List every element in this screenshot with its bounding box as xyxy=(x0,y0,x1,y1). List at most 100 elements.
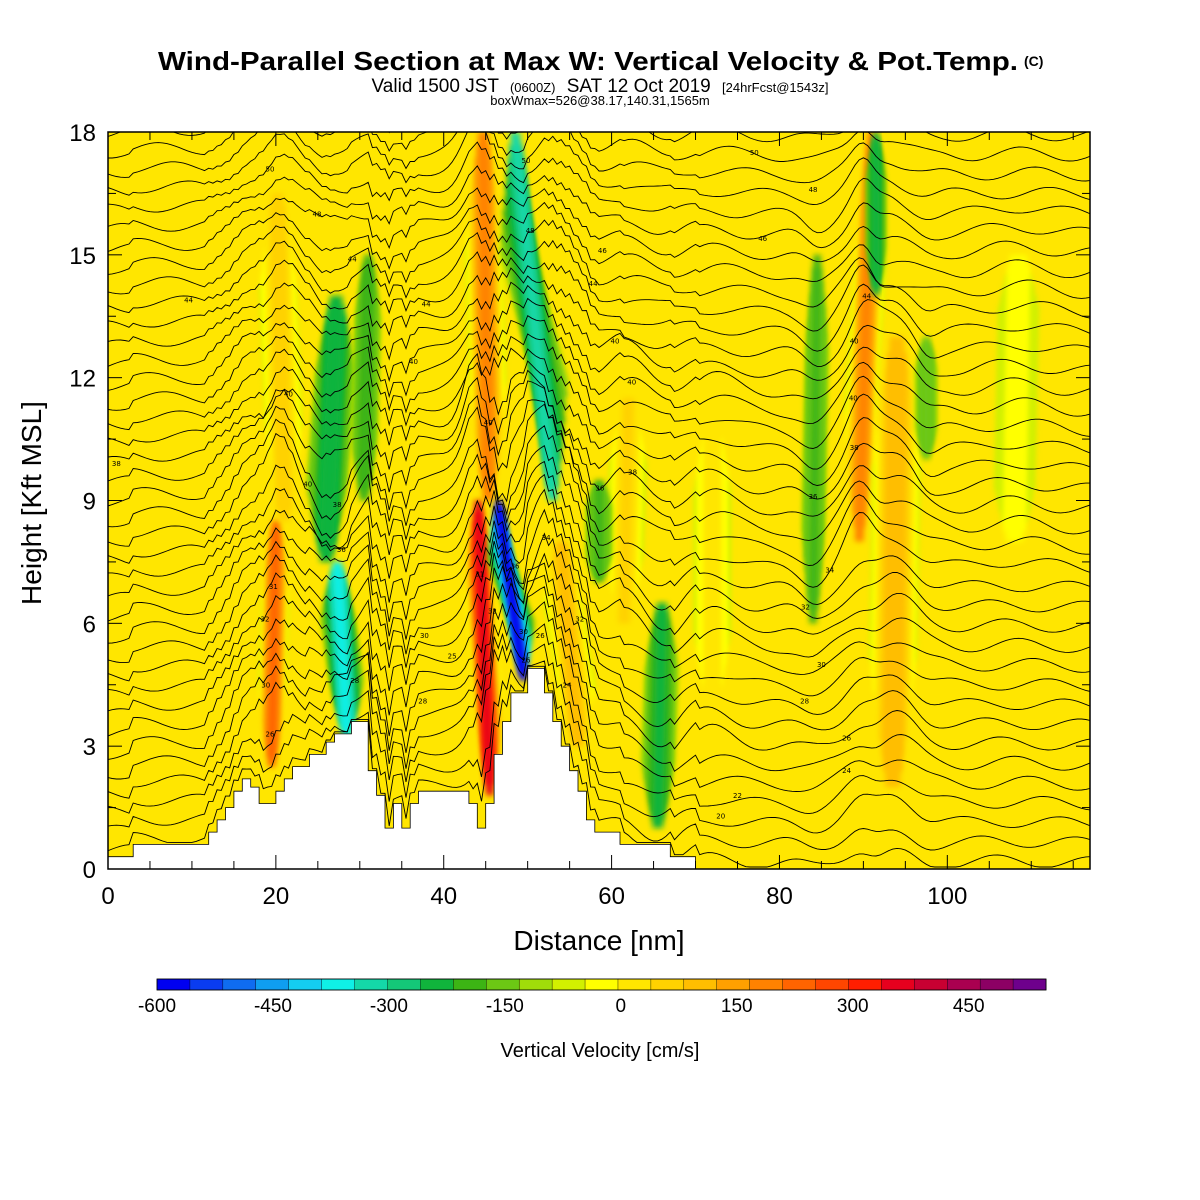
svg-text:48: 48 xyxy=(313,210,322,218)
svg-text:36: 36 xyxy=(511,563,520,571)
isentrope-line xyxy=(108,460,1090,619)
isentrope-line xyxy=(108,562,1090,731)
chart-subtitle: Valid 1500 JST (0600Z) SAT 12 Oct 2019 [… xyxy=(372,76,829,97)
svg-text:50: 50 xyxy=(750,149,759,157)
svg-text:38: 38 xyxy=(333,501,342,509)
downdraft-band xyxy=(873,132,879,296)
contour-label: 38 xyxy=(112,460,121,468)
colorbar-swatch xyxy=(683,978,718,991)
colorbar-swatch xyxy=(518,978,553,991)
contour-label: 30 xyxy=(519,628,528,636)
svg-text:36: 36 xyxy=(337,546,346,554)
contour-label: 32 xyxy=(260,616,269,624)
svg-text:26: 26 xyxy=(266,730,275,738)
valid-date: SAT 12 Oct 2019 xyxy=(567,76,711,97)
contour-label: 34 xyxy=(542,534,551,542)
svg-text:44: 44 xyxy=(348,255,357,263)
isentrope-line xyxy=(108,281,1090,381)
x-tick-label: 0 xyxy=(101,883,114,910)
isentrope-line xyxy=(108,473,1090,636)
valid-time: Valid 1500 JST xyxy=(372,76,500,97)
svg-text:40: 40 xyxy=(849,395,858,403)
contour-label: 26 xyxy=(536,632,545,640)
contour-label: 36 xyxy=(809,493,818,501)
svg-text:40: 40 xyxy=(409,358,418,366)
colorbar-swatch xyxy=(716,978,751,991)
downdraft-band xyxy=(359,254,373,501)
x-axis-tick-labels: 0 20 40 60 80 100 xyxy=(101,883,967,910)
svg-text:44: 44 xyxy=(862,292,871,300)
contour-label: 40 xyxy=(284,391,293,399)
svg-text:26: 26 xyxy=(522,657,531,665)
isentrope-line xyxy=(108,333,1090,449)
isentrope-line xyxy=(108,532,1090,697)
isentrope-line xyxy=(108,403,1090,566)
colorbar-swatch xyxy=(222,978,257,991)
svg-text:40: 40 xyxy=(303,481,312,489)
isentrope-line xyxy=(108,665,1090,868)
contour-label: 32 xyxy=(575,616,584,624)
isentrope-line xyxy=(108,601,1090,792)
y-tick-label: 0 xyxy=(83,857,96,884)
contour-label: 28 xyxy=(418,698,427,706)
svg-text:30: 30 xyxy=(817,661,826,669)
svg-text:40: 40 xyxy=(284,391,293,399)
colorbar-swatch xyxy=(815,978,849,991)
colorbar-tick-label: -150 xyxy=(486,996,524,1017)
axis-ticks xyxy=(107,131,1090,870)
y-tick-label: 3 xyxy=(83,734,96,761)
colorbar-swatch xyxy=(979,978,1014,991)
svg-text:32: 32 xyxy=(575,616,584,624)
contour-label: 40 xyxy=(303,481,312,489)
colorbar-swatch xyxy=(749,978,784,991)
isentrope-line xyxy=(108,347,1090,470)
colorbar-tick-label: 150 xyxy=(721,996,753,1017)
contour-label: 36 xyxy=(595,485,604,493)
updraft-band xyxy=(477,132,494,501)
svg-text:44: 44 xyxy=(589,280,598,288)
isentrope-line xyxy=(108,217,1090,308)
contour-label: 20 xyxy=(716,812,725,820)
contour-label: 50 xyxy=(522,157,531,165)
x-tick-label: 100 xyxy=(927,883,967,910)
colorbar-swatch xyxy=(255,978,290,991)
svg-text:50: 50 xyxy=(522,157,531,165)
colorbar-tick-label: 300 xyxy=(837,996,869,1017)
contour-label: 40 xyxy=(627,378,636,386)
contour-label: 30 xyxy=(817,661,826,669)
contour-label: 38 xyxy=(628,468,637,476)
svg-text:26: 26 xyxy=(842,734,851,742)
svg-text:30: 30 xyxy=(420,632,429,640)
updraft-band xyxy=(705,418,719,706)
svg-text:44: 44 xyxy=(184,296,193,304)
colorbar-swatch xyxy=(617,978,652,991)
contour-label: 40 xyxy=(409,358,418,366)
isentrope-line xyxy=(108,352,1090,486)
svg-text:48: 48 xyxy=(809,186,818,194)
colorbar-tick-label: -450 xyxy=(254,996,292,1017)
svg-text:38: 38 xyxy=(112,460,121,468)
svg-text:46: 46 xyxy=(598,247,607,255)
contour-label: 44 xyxy=(862,292,871,300)
terrain xyxy=(108,668,696,869)
x-tick-label: 80 xyxy=(766,883,793,910)
y-tick-label: 18 xyxy=(69,120,96,147)
contour-label: 36 xyxy=(337,546,346,554)
contour-label: 46 xyxy=(598,247,607,255)
isentrope-line xyxy=(108,369,1090,500)
isentrope-line xyxy=(108,660,1090,851)
svg-text:40: 40 xyxy=(484,419,493,427)
svg-text:40: 40 xyxy=(610,337,619,345)
contour-label: 34 xyxy=(825,567,834,575)
colorbar-swatch xyxy=(420,978,454,991)
svg-text:32: 32 xyxy=(260,616,269,624)
contour-label: 28 xyxy=(800,698,809,706)
isentrope-line xyxy=(108,586,1090,772)
svg-text:48: 48 xyxy=(526,227,535,235)
colorbar-tick-label: 0 xyxy=(616,996,627,1017)
isentrope-line xyxy=(108,425,1090,588)
contour-label: 44 xyxy=(184,296,193,304)
colorbar-swatch xyxy=(584,978,619,991)
colorbar-swatch xyxy=(189,978,224,991)
contour-label: 44 xyxy=(348,255,357,263)
